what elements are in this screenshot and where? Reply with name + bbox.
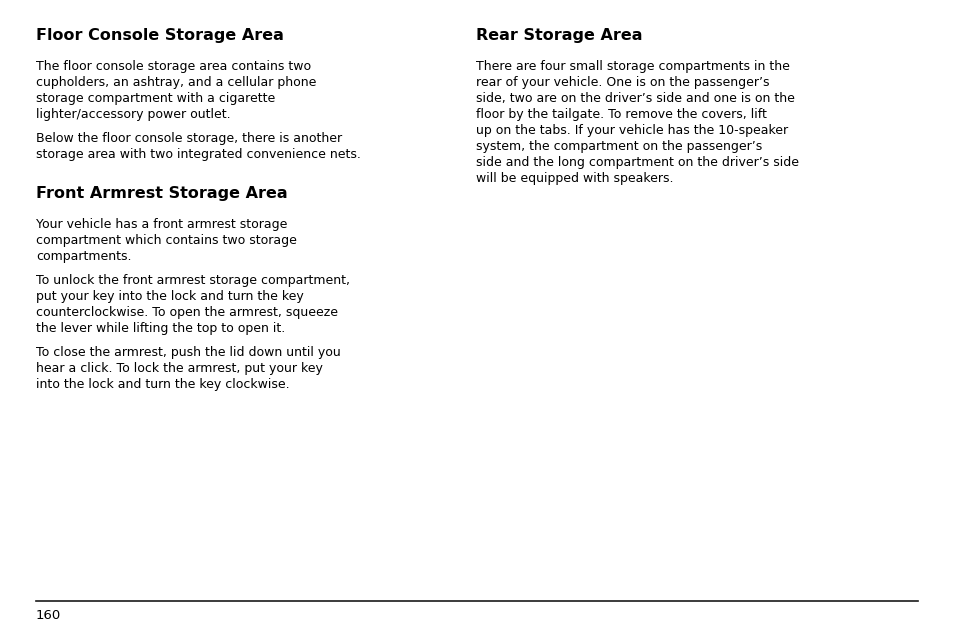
Text: storage compartment with a cigarette: storage compartment with a cigarette	[36, 92, 275, 105]
Text: compartment which contains two storage: compartment which contains two storage	[36, 234, 296, 247]
Text: Front Armrest Storage Area: Front Armrest Storage Area	[36, 186, 287, 201]
Text: 160: 160	[36, 609, 61, 622]
Text: system, the compartment on the passenger’s: system, the compartment on the passenger…	[476, 140, 761, 153]
Text: There are four small storage compartments in the: There are four small storage compartment…	[476, 60, 789, 73]
Text: compartments.: compartments.	[36, 250, 132, 263]
Text: hear a click. To lock the armrest, put your key: hear a click. To lock the armrest, put y…	[36, 362, 322, 375]
Text: counterclockwise. To open the armrest, squeeze: counterclockwise. To open the armrest, s…	[36, 306, 337, 319]
Text: side, two are on the driver’s side and one is on the: side, two are on the driver’s side and o…	[476, 92, 794, 105]
Text: The floor console storage area contains two: The floor console storage area contains …	[36, 60, 311, 73]
Text: Your vehicle has a front armrest storage: Your vehicle has a front armrest storage	[36, 218, 287, 231]
Text: To unlock the front armrest storage compartment,: To unlock the front armrest storage comp…	[36, 274, 350, 287]
Text: Floor Console Storage Area: Floor Console Storage Area	[36, 28, 284, 43]
Text: put your key into the lock and turn the key: put your key into the lock and turn the …	[36, 290, 303, 303]
Text: storage area with two integrated convenience nets.: storage area with two integrated conveni…	[36, 148, 360, 161]
Text: up on the tabs. If your vehicle has the 10-speaker: up on the tabs. If your vehicle has the …	[476, 124, 787, 137]
Text: into the lock and turn the key clockwise.: into the lock and turn the key clockwise…	[36, 378, 290, 391]
Text: cupholders, an ashtray, and a cellular phone: cupholders, an ashtray, and a cellular p…	[36, 76, 316, 89]
Text: floor by the tailgate. To remove the covers, lift: floor by the tailgate. To remove the cov…	[476, 108, 766, 121]
Text: To close the armrest, push the lid down until you: To close the armrest, push the lid down …	[36, 346, 340, 359]
Text: the lever while lifting the top to open it.: the lever while lifting the top to open …	[36, 322, 285, 335]
Text: Rear Storage Area: Rear Storage Area	[476, 28, 641, 43]
Text: Below the floor console storage, there is another: Below the floor console storage, there i…	[36, 132, 342, 145]
Text: will be equipped with speakers.: will be equipped with speakers.	[476, 172, 673, 185]
Text: rear of your vehicle. One is on the passenger’s: rear of your vehicle. One is on the pass…	[476, 76, 769, 89]
Text: side and the long compartment on the driver’s side: side and the long compartment on the dri…	[476, 156, 799, 169]
Text: lighter/accessory power outlet.: lighter/accessory power outlet.	[36, 108, 231, 121]
